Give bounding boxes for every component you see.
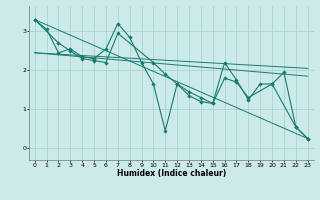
X-axis label: Humidex (Indice chaleur): Humidex (Indice chaleur) [116, 169, 226, 178]
